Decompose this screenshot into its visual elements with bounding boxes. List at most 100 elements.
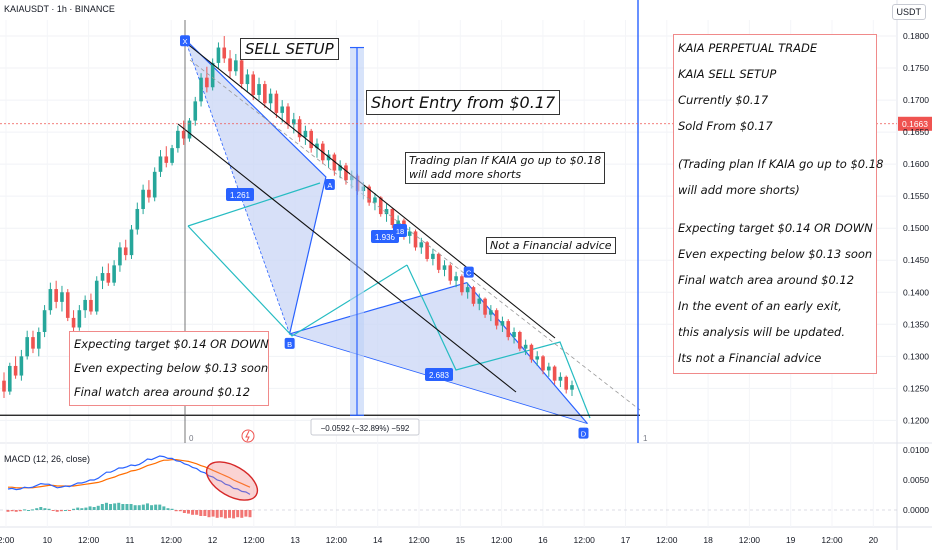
x-tick-label: 15 <box>456 535 466 545</box>
candle-body <box>71 317 76 328</box>
point-label: D <box>581 430 587 439</box>
measure-box <box>310 418 420 436</box>
x-tick-label: 12 <box>208 535 218 545</box>
point-badge <box>324 178 335 190</box>
candle-body <box>187 120 192 139</box>
point-label: C <box>466 269 472 278</box>
candle-body <box>291 119 296 125</box>
current-price-label: 0.1663 <box>902 119 928 129</box>
channel-bottom <box>177 123 517 393</box>
candle-body <box>234 60 238 72</box>
candle-body <box>19 356 24 376</box>
note-line: this analysis will be updated. <box>678 325 846 339</box>
candle-body <box>135 208 140 230</box>
trading-plan-line: Trading plan If KAIA go up to $0.18 <box>409 154 602 167</box>
x-tick-label: 12:00 <box>326 535 348 545</box>
symbol-header: KAIAUSDT · 1h · BINANCE <box>4 4 115 14</box>
macd-line <box>7 455 251 495</box>
macd-histogram-bar <box>195 510 199 515</box>
macd-histogram-bar <box>240 510 244 518</box>
macd-histogram-bar <box>211 510 215 517</box>
macd-histogram-bar <box>232 510 236 519</box>
macd-pane: 0.0100 0.0050 0.0000 <box>0 445 929 519</box>
macd-histogram-bar <box>141 504 145 510</box>
macd-tick-label: 0.0000 <box>903 505 929 515</box>
macd-histogram-bar <box>68 510 72 511</box>
macd-histogram-bar <box>133 505 137 510</box>
candle-body <box>54 289 58 302</box>
candle-body <box>118 247 122 266</box>
candle-body <box>251 74 256 95</box>
macd-histogram-bar <box>236 510 240 518</box>
point-badge <box>463 266 474 278</box>
macd-histogram-bar <box>203 510 207 516</box>
teal-line <box>187 225 408 337</box>
candle-body <box>344 165 348 181</box>
note-line: will add more shorts) <box>678 183 800 197</box>
candle-body <box>257 84 261 95</box>
candle-body <box>65 292 70 318</box>
candle-body <box>13 365 18 376</box>
candle-body <box>547 366 551 371</box>
event-icon <box>245 430 250 442</box>
event-icon <box>241 429 255 443</box>
macd-histogram-bar <box>104 502 108 510</box>
sell-setup-label: SELL SETUP <box>240 38 339 60</box>
macd-histogram-bar <box>162 506 166 510</box>
not-advice-label: Not a Financial advice <box>486 237 616 254</box>
macd-histogram-bar <box>96 505 100 510</box>
candle-body <box>25 337 29 357</box>
candle-body <box>199 77 203 102</box>
x-tick-label: 12:00 <box>243 535 265 545</box>
candle-body <box>494 310 499 326</box>
candle-body <box>170 148 174 163</box>
note-line: Expecting target $0.14 OR DOWN <box>678 221 873 235</box>
x-tick-label: 20 <box>869 535 879 545</box>
candle-body <box>210 62 215 88</box>
candle-body <box>390 208 395 225</box>
harmonic-xab-fill <box>185 39 326 334</box>
note-line <box>678 203 872 215</box>
macd-legend: MACD (12, 26, close) <box>4 454 91 464</box>
ratio-badge <box>425 368 453 381</box>
point-label: B <box>287 340 292 349</box>
candle-body <box>280 106 285 113</box>
ratio-badge <box>371 230 399 243</box>
y-tick-label: 0.1500 <box>903 223 929 233</box>
macd-histogram-bar <box>129 504 133 510</box>
candle-body <box>315 143 319 149</box>
macd-histogram-bar <box>182 510 186 513</box>
candle-body <box>442 265 447 270</box>
candle-body <box>512 331 516 338</box>
candle-body <box>268 93 273 104</box>
macd-histogram-bar <box>51 510 55 511</box>
candle-body <box>384 208 389 215</box>
overlays: −0.0592 (−32.89%) −592 0.1663 X A B C D 1.261 1.… <box>0 0 932 443</box>
candle-body <box>367 186 371 203</box>
candle-body <box>506 321 511 338</box>
candle-body <box>228 58 232 72</box>
y-tick-label: 0.1300 <box>903 351 929 361</box>
candle-body <box>419 242 424 248</box>
currency-button[interactable]: USDT <box>891 4 926 20</box>
ratio-label: 2.683 <box>429 371 450 380</box>
macd-histogram-bar <box>43 508 47 510</box>
candle-body <box>181 130 186 139</box>
current-price-badge <box>898 116 932 131</box>
macd-histogram-bar <box>59 510 63 512</box>
x-tick-label: 19 <box>786 535 796 545</box>
macd-histogram-bar <box>27 510 31 511</box>
ratio-label: 18 <box>396 227 404 236</box>
measure-label: −0.0592 (−32.89%) −592 <box>321 424 410 433</box>
candle-body <box>373 197 377 203</box>
candle-body <box>158 156 163 172</box>
point-badge <box>284 337 295 349</box>
x-tick-label: 12:00 <box>574 535 596 545</box>
y-tick-label: 0.1750 <box>903 63 929 73</box>
candle-body <box>413 231 418 248</box>
macd-histogram-bar <box>227 510 231 518</box>
y-tick-label: 0.1200 <box>903 415 929 425</box>
candle-body <box>77 310 82 328</box>
